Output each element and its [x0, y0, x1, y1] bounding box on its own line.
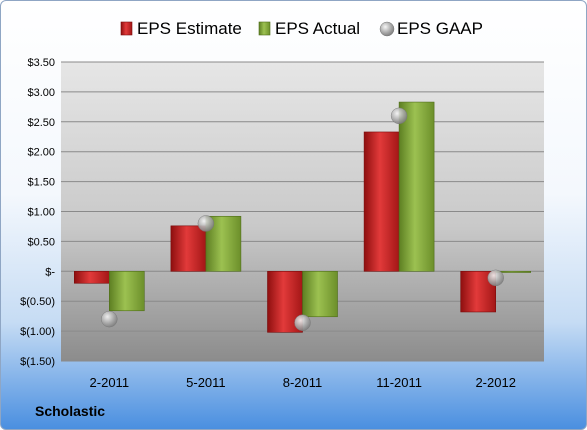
eps-actual-bar	[109, 270, 145, 312]
eps-estimate-bar	[170, 225, 207, 272]
y-tick-label: $3.00	[27, 87, 55, 99]
y-tick-label: $(1.00)	[20, 326, 55, 338]
legend-swatch	[120, 21, 133, 36]
y-tick-label: $(1.50)	[20, 356, 55, 368]
y-tick-label: $1.00	[27, 207, 55, 219]
eps-estimate-bar	[363, 131, 400, 272]
y-tick-label: $(0.50)	[20, 296, 55, 308]
legend: EPS Estimate EPS Actual EPS GAAP	[120, 19, 483, 38]
legend-label: EPS GAAP	[397, 19, 483, 38]
legend-label: EPS Estimate	[137, 19, 242, 38]
eps-gaap-marker	[390, 107, 408, 125]
y-tick-label: $2.50	[27, 117, 55, 129]
legend-swatch	[258, 21, 271, 36]
y-tick-label: $3.50	[27, 57, 55, 69]
eps-gaap-marker	[197, 215, 215, 232]
y-tick-label: $0.50	[27, 236, 55, 248]
y-axis: $3.50 $3.00 $2.50 $2.00 $1.50 $1.00 $0.50 $- $(0…	[20, 57, 55, 368]
y-tick-label: $2.00	[27, 147, 55, 159]
y-tick-label: $1.50	[27, 177, 55, 189]
eps-gaap-marker	[294, 314, 311, 331]
x-tick-label: 5-2011	[186, 375, 226, 390]
eps-actual-bar	[302, 270, 338, 318]
company-name: Scholastic	[35, 403, 106, 419]
eps-actual-bar	[398, 101, 435, 272]
x-tick-label: 2-2012	[475, 375, 515, 390]
y-tick-label: $-	[45, 266, 55, 278]
eps-estimate-bar	[74, 270, 110, 284]
eps-gaap-marker	[487, 269, 504, 287]
x-axis: 2-2011 5-2011 8-2011 11-2011 2-2012	[90, 375, 516, 390]
x-tick-label: 11-2011	[376, 375, 422, 390]
data-marks	[74, 101, 532, 333]
legend-label: EPS Actual	[275, 19, 360, 38]
x-tick-label: 2-2011	[90, 375, 130, 390]
legend-swatch	[379, 21, 395, 37]
eps-gaap-marker	[101, 310, 118, 328]
x-tick-label: 8-2011	[283, 375, 323, 390]
